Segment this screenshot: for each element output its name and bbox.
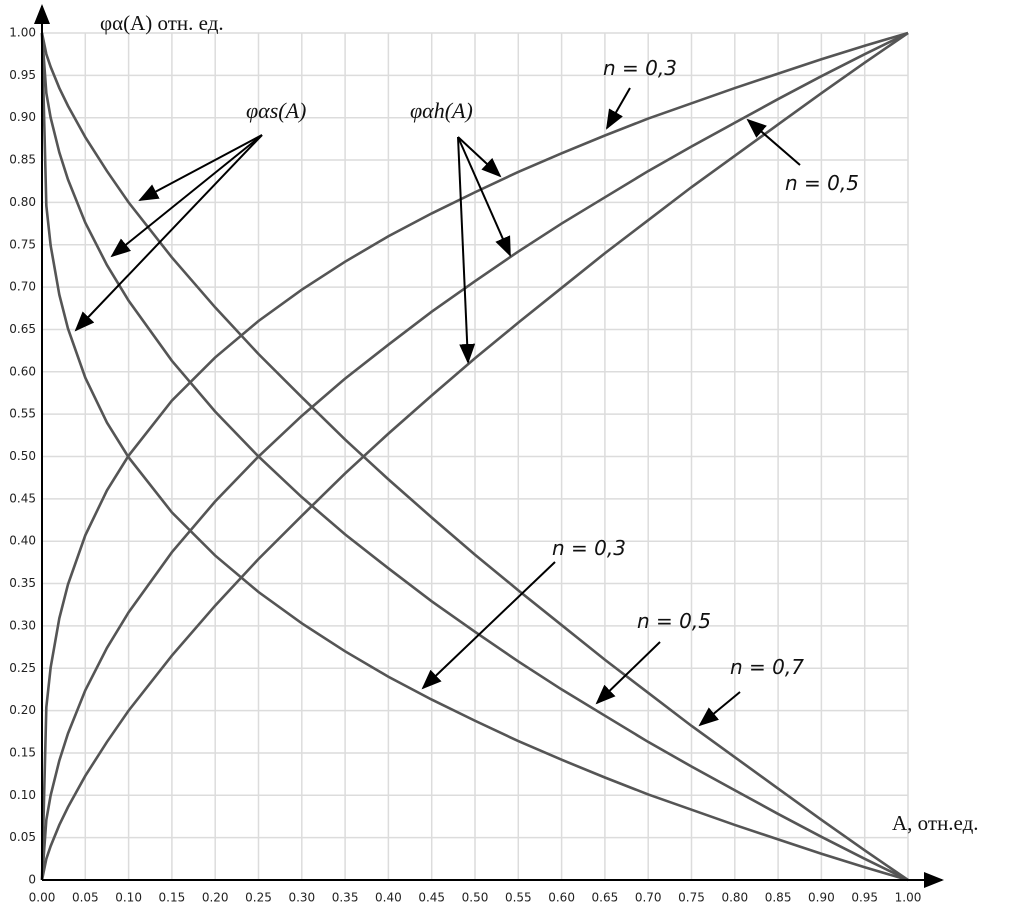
y-tick-label: 0.35 xyxy=(9,576,36,590)
x-tick-label: 0.85 xyxy=(765,891,792,905)
y-tick-label: 0.15 xyxy=(9,745,36,759)
x-tick-label: 0.95 xyxy=(851,891,878,905)
y-tick-label: 0.20 xyxy=(9,703,36,717)
annotation: n = 0,5 xyxy=(637,609,711,633)
x-tick-label: 0.45 xyxy=(418,891,445,905)
x-tick-label: 0.40 xyxy=(375,891,402,905)
y-tick-label: 0.10 xyxy=(9,788,36,802)
curve xyxy=(40,31,909,881)
x-tick-label: 0.75 xyxy=(678,891,705,905)
x-tick-label: 0.65 xyxy=(592,891,619,905)
y-tick-label: 0.55 xyxy=(9,407,36,421)
x-axis-title: A, отн.ед. xyxy=(892,811,979,835)
y-tick-label: 0.25 xyxy=(9,661,36,675)
grid xyxy=(41,32,909,881)
y-tick-label: 0.50 xyxy=(9,449,36,463)
x-tick-label: 0.15 xyxy=(159,891,186,905)
annotation: φαh(A) xyxy=(410,98,473,123)
arrows xyxy=(74,87,801,727)
x-tick-label: 1.00 xyxy=(895,891,922,905)
x-tick-label: 0.35 xyxy=(332,891,359,905)
annotation: n = 0,3 xyxy=(552,536,626,560)
x-tick-label: 0.60 xyxy=(548,891,575,905)
curves xyxy=(40,31,909,882)
annotation: φαs(A) xyxy=(246,98,306,123)
x-tick-label: 0.70 xyxy=(635,891,662,905)
y-tick-label: 0.45 xyxy=(9,491,36,505)
x-tick-label: 0.00 xyxy=(29,891,56,905)
y-tick-label: 0.40 xyxy=(9,534,36,548)
x-tick-label: 0.10 xyxy=(115,891,142,905)
y-axis-title: φα(A) отн. ед. xyxy=(100,11,224,35)
y-tick-label: 1.00 xyxy=(9,26,36,40)
annotation: n = 0,7 xyxy=(730,655,804,679)
y-tick-label: 0.90 xyxy=(9,110,36,124)
y-tick-label: 0.70 xyxy=(9,280,36,294)
y-tick-label: 0.85 xyxy=(9,153,36,167)
curve xyxy=(40,31,909,881)
curve xyxy=(40,31,909,881)
y-tick-label: 0.65 xyxy=(9,322,36,336)
x-tick-label: 0.20 xyxy=(202,891,229,905)
x-tick-label: 0.30 xyxy=(288,891,315,905)
y-tick-label: 0.95 xyxy=(9,68,36,82)
y-tick-label: 0 xyxy=(28,873,36,887)
y-tick-label: 0.05 xyxy=(9,830,36,844)
x-tick-label: 0.05 xyxy=(72,891,99,905)
annotation: n = 0,3 xyxy=(603,56,677,80)
y-tick-label: 0.30 xyxy=(9,618,36,632)
x-tick-label: 0.90 xyxy=(808,891,835,905)
y-tick-label: 0.80 xyxy=(9,195,36,209)
x-tick-label: 0.25 xyxy=(245,891,272,905)
x-tick-label: 0.50 xyxy=(462,891,489,905)
y-tick-label: 0.60 xyxy=(9,364,36,378)
annotation: n = 0,5 xyxy=(785,171,859,195)
curve xyxy=(40,32,909,882)
curve xyxy=(40,32,909,882)
x-tick-label: 0.55 xyxy=(505,891,532,905)
curve xyxy=(40,32,909,882)
y-tick-label: 0.75 xyxy=(9,237,36,251)
x-tick-label: 0.80 xyxy=(721,891,748,905)
